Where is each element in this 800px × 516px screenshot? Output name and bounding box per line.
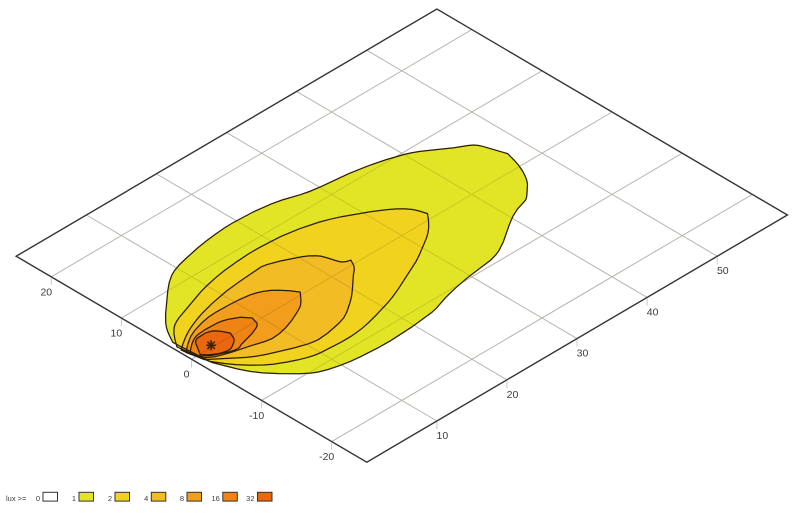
svg-text:8: 8 — [180, 494, 184, 503]
svg-text:50: 50 — [717, 265, 729, 277]
svg-text:1: 1 — [72, 494, 76, 503]
svg-text:40: 40 — [647, 306, 659, 318]
svg-text:2: 2 — [108, 494, 112, 503]
svg-text:0: 0 — [184, 369, 190, 381]
svg-text:0: 0 — [36, 494, 40, 503]
svg-text:20: 20 — [507, 389, 519, 401]
svg-text:lux >=: lux >= — [6, 494, 27, 503]
svg-text:16: 16 — [211, 494, 219, 503]
svg-text:32: 32 — [246, 494, 254, 503]
svg-text:20: 20 — [40, 286, 52, 298]
svg-text:10: 10 — [437, 430, 449, 442]
svg-text:30: 30 — [577, 348, 589, 360]
svg-text:-20: -20 — [319, 451, 334, 463]
svg-text:10: 10 — [111, 328, 123, 340]
svg-text:-10: -10 — [249, 410, 264, 422]
svg-text:4: 4 — [144, 494, 148, 503]
